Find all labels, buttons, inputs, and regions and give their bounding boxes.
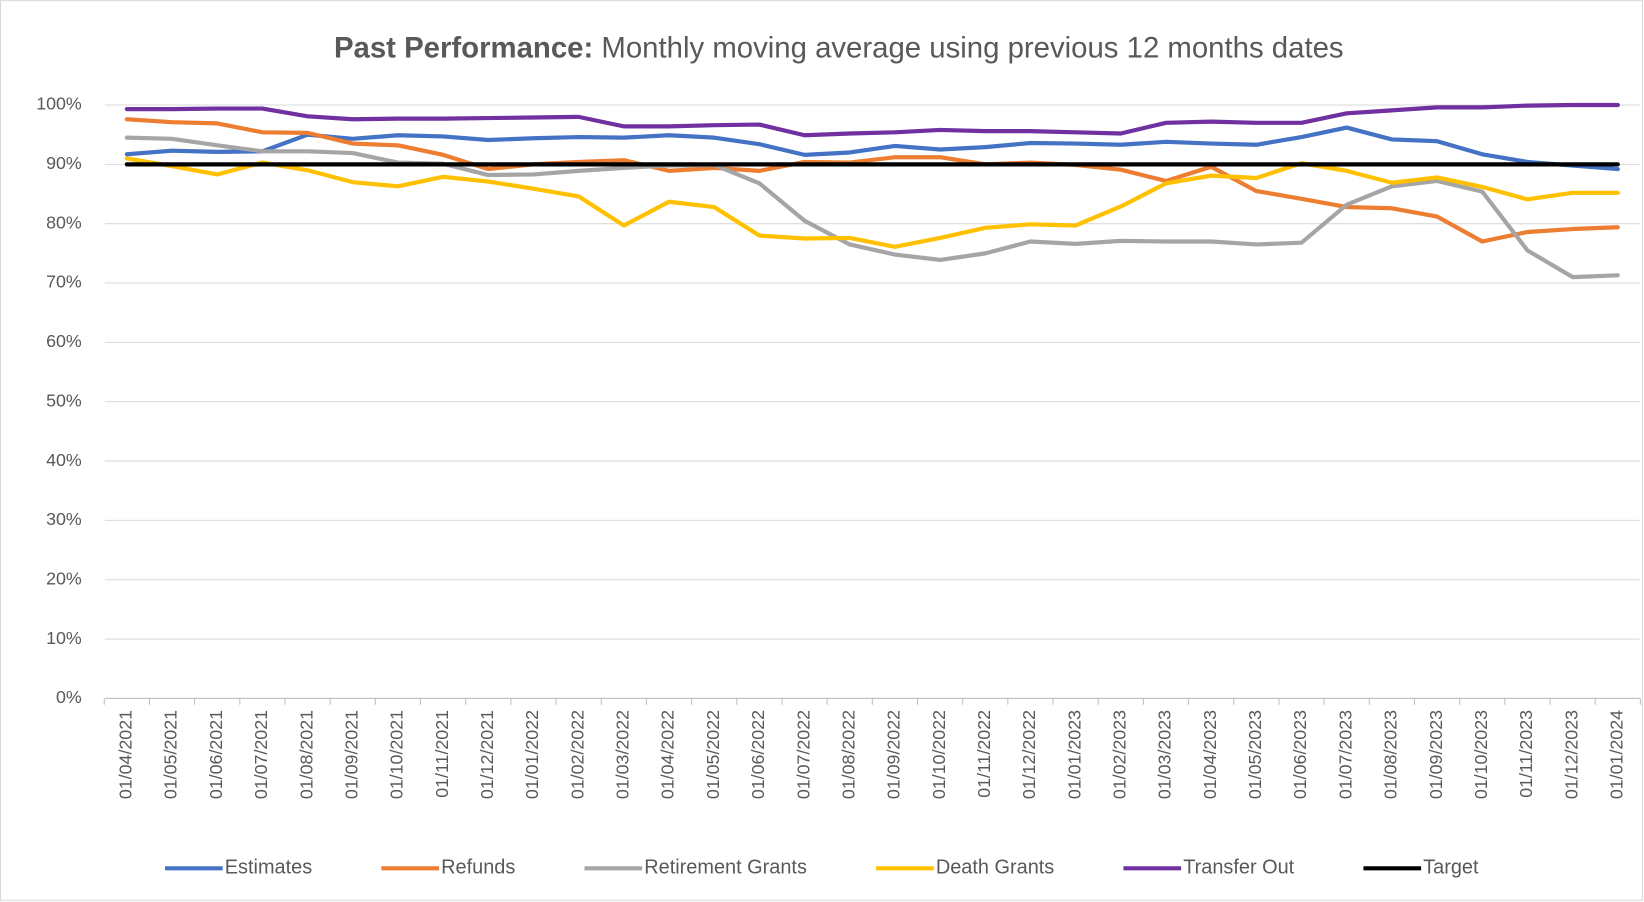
title-rest: Monthly moving average using previous 12… [601, 31, 1343, 64]
legend-label: Target [1423, 857, 1479, 879]
x-tick-label: 01/01/2022 [522, 710, 542, 799]
y-tick-label: 0% [56, 687, 82, 707]
series-line [124, 102, 1620, 138]
series-line [124, 117, 1620, 244]
y-tick-label: 10% [46, 628, 82, 648]
x-tick-label: 01/07/2021 [251, 710, 271, 799]
x-tick-label: 01/06/2022 [748, 710, 768, 799]
series-line [124, 135, 1620, 280]
x-tick-label: 01/12/2023 [1561, 710, 1581, 799]
y-tick-label: 30% [46, 509, 82, 529]
y-tick-label: 50% [46, 390, 82, 410]
legend-label: Refunds [441, 857, 515, 879]
y-tick-label: 70% [46, 272, 82, 292]
x-tick-label: 01/06/2021 [206, 710, 226, 799]
x-tick-label: 01/03/2022 [613, 710, 633, 799]
x-tick-label: 01/01/2024 [1606, 710, 1626, 799]
x-tick-label: 01/04/2023 [1200, 710, 1220, 799]
legend-label: Death Grants [936, 857, 1054, 879]
x-tick-label: 01/11/2022 [974, 710, 994, 798]
x-tick-label: 01/04/2021 [116, 710, 136, 799]
x-tick-label: 01/12/2022 [1019, 710, 1039, 799]
x-tick-label: 01/10/2022 [929, 710, 949, 799]
x-tick-label: 01/08/2021 [296, 710, 316, 799]
x-tick-label: 01/11/2021 [432, 710, 452, 798]
y-tick-label: 20% [46, 568, 82, 588]
legend: Estimates Refunds Retirement Grants Death G… [165, 857, 1479, 879]
y-tick-label: 60% [46, 331, 82, 351]
x-tick-label: 01/09/2021 [341, 710, 361, 799]
x-tick-label: 01/08/2023 [1381, 710, 1401, 799]
x-tick-label: 01/10/2021 [387, 710, 407, 799]
y-tick-label: 90% [46, 153, 82, 173]
x-tick-label: 01/05/2021 [161, 710, 181, 799]
x-tick-label: 01/09/2023 [1426, 710, 1446, 799]
x-tick-label: 01/07/2023 [1335, 710, 1355, 799]
legend-label: Estimates [225, 857, 312, 879]
x-tick-label: 01/11/2023 [1516, 710, 1536, 798]
legend-label: Retirement Grants [644, 857, 807, 879]
x-tick-label: 01/12/2021 [477, 710, 497, 799]
series-line [124, 125, 1620, 172]
x-tick-label: 01/10/2023 [1471, 710, 1491, 799]
x-tick-label: 01/01/2023 [1064, 710, 1084, 799]
y-tick-label: 100% [36, 94, 82, 114]
legend-label: Transfer Out [1183, 857, 1294, 879]
x-tick-label: 01/08/2022 [838, 710, 858, 799]
series-line [124, 156, 1620, 249]
x-tick-label: 01/09/2022 [884, 710, 904, 799]
chart-title: Past Performance: Monthly moving average… [334, 31, 1344, 64]
x-tick-label: 01/04/2022 [658, 710, 678, 799]
y-tick-label: 40% [46, 450, 82, 470]
x-tick-label: 01/05/2023 [1245, 710, 1265, 799]
x-tick-label: 01/07/2022 [793, 710, 813, 799]
x-tick-label: 01/03/2023 [1155, 710, 1175, 799]
x-tick-label: 01/02/2022 [567, 710, 587, 799]
x-tick-label: 01/06/2023 [1290, 710, 1310, 799]
x-tick-label: 01/05/2022 [703, 710, 723, 799]
y-tick-label: 80% [46, 212, 82, 232]
x-tick-label: 01/02/2023 [1110, 710, 1130, 799]
title-bold: Past Performance: [334, 31, 593, 64]
